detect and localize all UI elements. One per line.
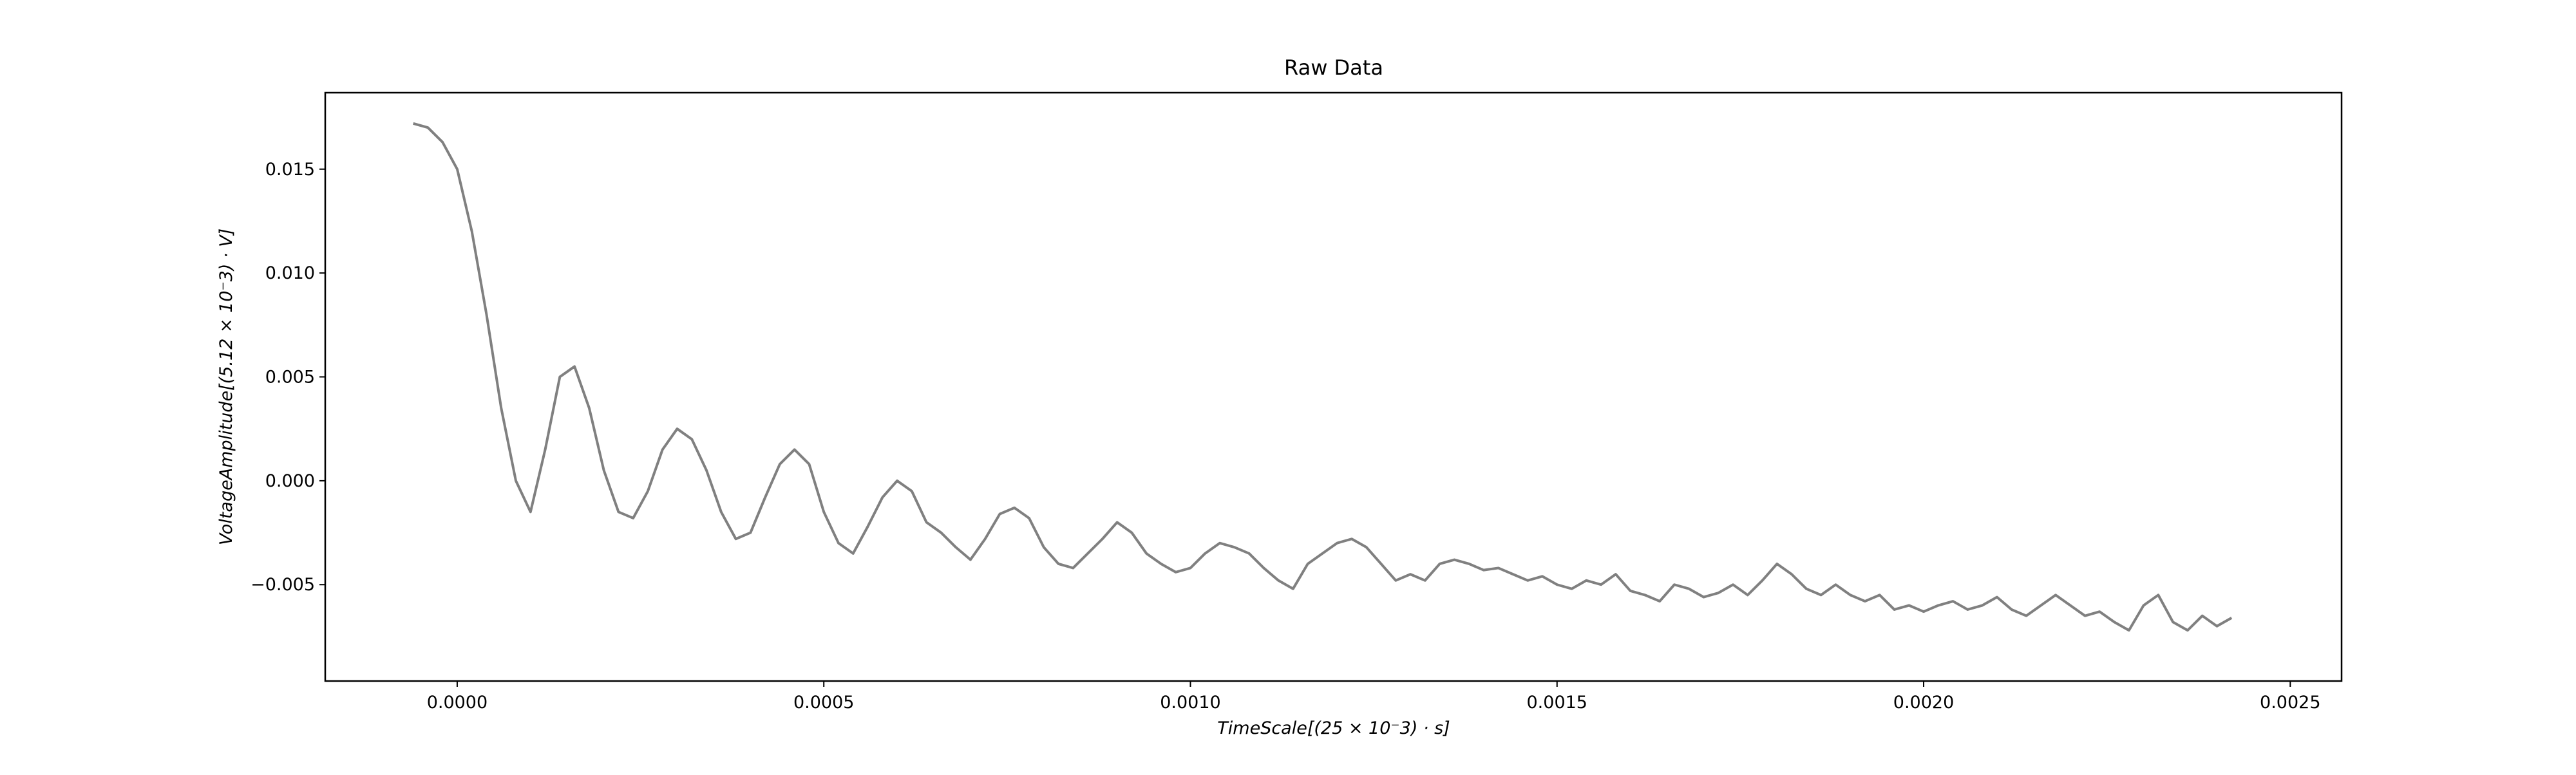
x-tick-label: 0.0000: [427, 693, 488, 713]
x-axis-label: TimeScale[(25 × 10⁻3) · s]: [1217, 718, 1450, 738]
plot-frame: [324, 91, 2343, 682]
y-tick-label: 0.005: [265, 368, 315, 388]
x-tick-label: 0.0020: [1893, 693, 1954, 713]
chart-title: Raw Data: [1284, 55, 1383, 80]
y-tick-label: 0.010: [265, 263, 315, 283]
data-line: [413, 122, 2233, 632]
x-tick-label: 0.0005: [793, 693, 854, 713]
x-tick-label: 0.0015: [1527, 693, 1587, 713]
x-tick-label: 0.0025: [2260, 693, 2320, 713]
y-tick-label: −0.005: [251, 575, 315, 595]
x-tick-label: 0.0010: [1160, 693, 1220, 713]
y-axis-label: VoltageAmplitude[(5.12 × 10⁻3) · V]: [216, 229, 236, 545]
y-tick-label: 0.015: [265, 160, 315, 180]
y-tick-label: 0.000: [265, 471, 315, 491]
